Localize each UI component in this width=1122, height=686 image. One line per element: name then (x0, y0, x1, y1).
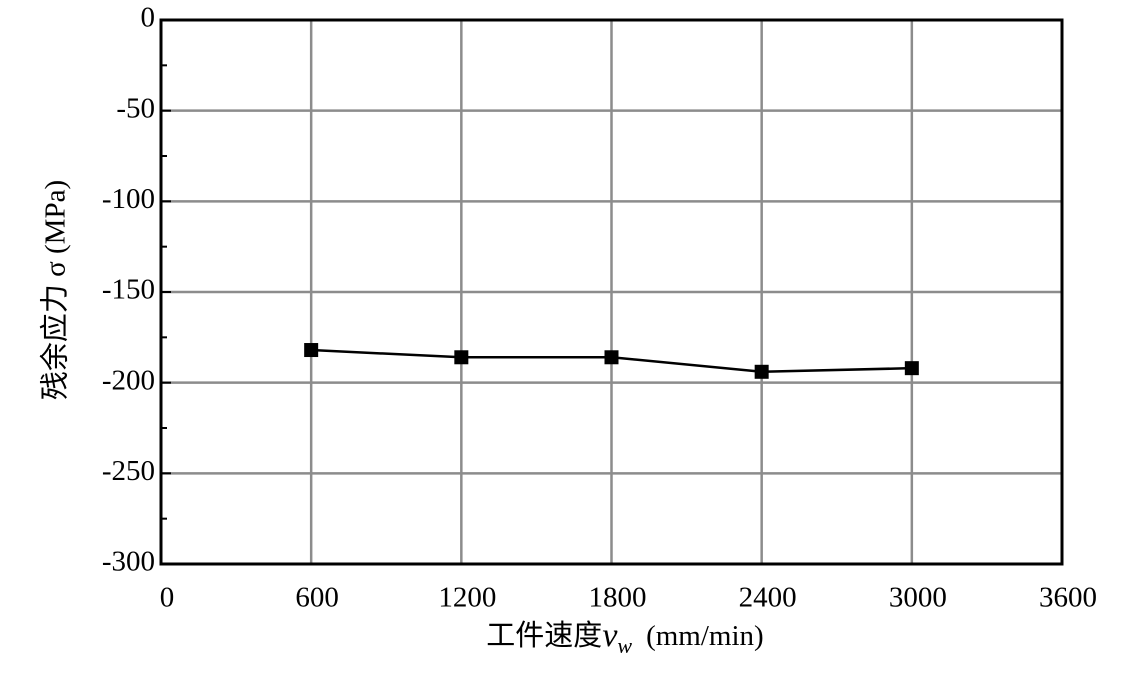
x-label-unit: (mm/min) (646, 620, 764, 652)
y-tick-label: -250 (102, 455, 155, 487)
data-point (754, 364, 769, 379)
x-tick-label: 1800 (589, 582, 647, 614)
x-tick-label: 600 (295, 582, 339, 614)
y-tick-label: -50 (116, 92, 155, 124)
y-tick-label: -150 (102, 274, 155, 306)
y-tick-label: 0 (141, 2, 156, 34)
x-label-text: 工件速度 (486, 619, 602, 652)
x-tick-label: 1200 (438, 582, 496, 614)
x-axis-label: 工件速度vw (mm/min) (486, 617, 763, 658)
data-point (604, 350, 619, 365)
x-tick-label: 0 (160, 582, 175, 614)
data-point (304, 343, 319, 358)
x-label-var: v (602, 617, 618, 654)
y-axis-label: 残余应力 σ (MPa) (39, 180, 72, 400)
y-tick-label: -100 (102, 183, 155, 215)
data-point (454, 350, 469, 365)
x-tick-label: 3000 (889, 582, 947, 614)
y-tick-label: -200 (102, 364, 155, 396)
x-tick-label: 2400 (739, 582, 797, 614)
x-tick-label: 3600 (1039, 582, 1097, 614)
data-point (904, 361, 919, 376)
y-tick-label: -300 (102, 546, 155, 578)
x-label-sub: w (617, 633, 632, 658)
plot-frame (159, 18, 1064, 566)
